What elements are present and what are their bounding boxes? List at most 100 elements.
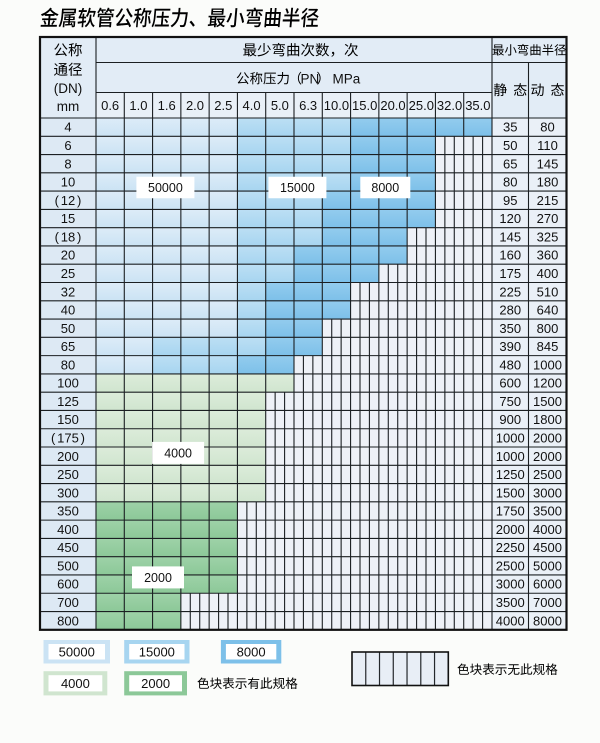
svg-text:(18): (18) — [55, 229, 82, 244]
svg-text:270: 270 — [537, 211, 559, 226]
svg-text:4.0: 4.0 — [243, 98, 261, 113]
svg-text:(175): (175) — [51, 430, 85, 445]
svg-text:8000: 8000 — [533, 613, 562, 628]
svg-text:5.0: 5.0 — [271, 98, 289, 113]
svg-text:2.5: 2.5 — [214, 98, 232, 113]
svg-text:2000: 2000 — [496, 522, 525, 537]
svg-text:125: 125 — [57, 394, 79, 409]
svg-text:800: 800 — [537, 321, 559, 336]
svg-text:480: 480 — [499, 357, 521, 372]
svg-text:2000: 2000 — [141, 676, 170, 691]
svg-text:3500: 3500 — [496, 595, 525, 610]
svg-text:600: 600 — [57, 577, 79, 592]
svg-text:80: 80 — [540, 120, 554, 135]
svg-text:50: 50 — [61, 321, 75, 336]
svg-text:175: 175 — [499, 266, 521, 281]
svg-text:900: 900 — [499, 412, 521, 427]
svg-text:mm: mm — [57, 99, 80, 114]
svg-text:4000: 4000 — [496, 613, 525, 628]
svg-text:3500: 3500 — [533, 504, 562, 519]
svg-text:(12): (12) — [55, 193, 82, 208]
svg-text:600: 600 — [499, 376, 521, 391]
svg-text:800: 800 — [57, 613, 79, 628]
svg-text:160: 160 — [499, 248, 521, 263]
svg-text:35.0: 35.0 — [465, 98, 490, 113]
svg-text:6: 6 — [64, 138, 71, 153]
svg-text:1500: 1500 — [496, 485, 525, 500]
svg-text:3000: 3000 — [533, 485, 562, 500]
svg-text:15: 15 — [61, 211, 75, 226]
svg-text:300: 300 — [57, 485, 79, 500]
svg-text:700: 700 — [57, 595, 79, 610]
svg-text:5000: 5000 — [533, 558, 562, 573]
svg-text:2.0: 2.0 — [186, 98, 204, 113]
svg-text:15000: 15000 — [280, 181, 315, 195]
svg-text:35: 35 — [503, 120, 517, 135]
svg-text:95: 95 — [503, 193, 517, 208]
svg-text:65: 65 — [503, 156, 517, 171]
svg-text:32.0: 32.0 — [437, 98, 462, 113]
svg-text:1200: 1200 — [533, 376, 562, 391]
svg-text:390: 390 — [499, 339, 521, 354]
svg-text:80: 80 — [503, 175, 517, 190]
svg-text:400: 400 — [537, 266, 559, 281]
svg-text:215: 215 — [537, 193, 559, 208]
svg-text:225: 225 — [499, 284, 521, 299]
svg-text:1800: 1800 — [533, 412, 562, 427]
svg-text:400: 400 — [57, 522, 79, 537]
svg-text:65: 65 — [61, 339, 75, 354]
svg-text:1.0: 1.0 — [129, 98, 147, 113]
svg-text:50000: 50000 — [148, 181, 183, 195]
svg-text:1250: 1250 — [496, 467, 525, 482]
svg-text:750: 750 — [499, 394, 521, 409]
svg-text:200: 200 — [57, 449, 79, 464]
svg-text:360: 360 — [537, 248, 559, 263]
svg-text:10: 10 — [61, 175, 75, 190]
svg-text:1750: 1750 — [496, 504, 525, 519]
svg-text:350: 350 — [57, 504, 79, 519]
svg-text:4000: 4000 — [61, 676, 90, 691]
svg-text:120: 120 — [499, 211, 521, 226]
svg-text:2000: 2000 — [144, 571, 172, 585]
svg-text:1000: 1000 — [533, 357, 562, 372]
svg-text:8000: 8000 — [371, 181, 399, 195]
svg-text:1000: 1000 — [496, 449, 525, 464]
svg-text:1500: 1500 — [533, 394, 562, 409]
svg-text:4500: 4500 — [533, 540, 562, 555]
svg-text:2500: 2500 — [533, 467, 562, 482]
svg-text:110: 110 — [537, 138, 558, 153]
svg-text:180: 180 — [537, 175, 559, 190]
svg-text:1000: 1000 — [496, 430, 525, 445]
svg-text:145: 145 — [537, 156, 559, 171]
svg-text:25: 25 — [61, 266, 75, 281]
svg-text:100: 100 — [57, 376, 79, 391]
svg-text:50: 50 — [503, 138, 517, 153]
svg-text:4: 4 — [64, 120, 71, 135]
svg-text:4000: 4000 — [533, 522, 562, 537]
svg-text:MPa: MPa — [333, 71, 361, 86]
svg-text:640: 640 — [537, 303, 559, 318]
svg-text:1.6: 1.6 — [158, 98, 176, 113]
svg-text:8: 8 — [64, 156, 71, 171]
svg-text:(DN): (DN) — [54, 81, 83, 96]
svg-text:8000: 8000 — [237, 644, 266, 659]
svg-text:32: 32 — [61, 284, 75, 299]
svg-text:325: 325 — [537, 229, 559, 244]
svg-text:7000: 7000 — [533, 595, 562, 610]
svg-text:10.0: 10.0 — [324, 98, 349, 113]
svg-text:280: 280 — [499, 303, 521, 318]
svg-text:80: 80 — [61, 357, 75, 372]
svg-text:25.0: 25.0 — [409, 98, 434, 113]
svg-text:40: 40 — [61, 303, 75, 318]
svg-text:510: 510 — [537, 284, 559, 299]
svg-text:50000: 50000 — [59, 644, 95, 659]
svg-text:2000: 2000 — [533, 430, 562, 445]
svg-text:4000: 4000 — [164, 446, 192, 460]
svg-text:145: 145 — [499, 229, 521, 244]
svg-text:15.0: 15.0 — [352, 98, 377, 113]
svg-text:500: 500 — [57, 558, 79, 573]
svg-text:350: 350 — [499, 321, 521, 336]
svg-text:0.6: 0.6 — [101, 98, 119, 113]
svg-text:2250: 2250 — [496, 540, 525, 555]
svg-text:3000: 3000 — [496, 577, 525, 592]
